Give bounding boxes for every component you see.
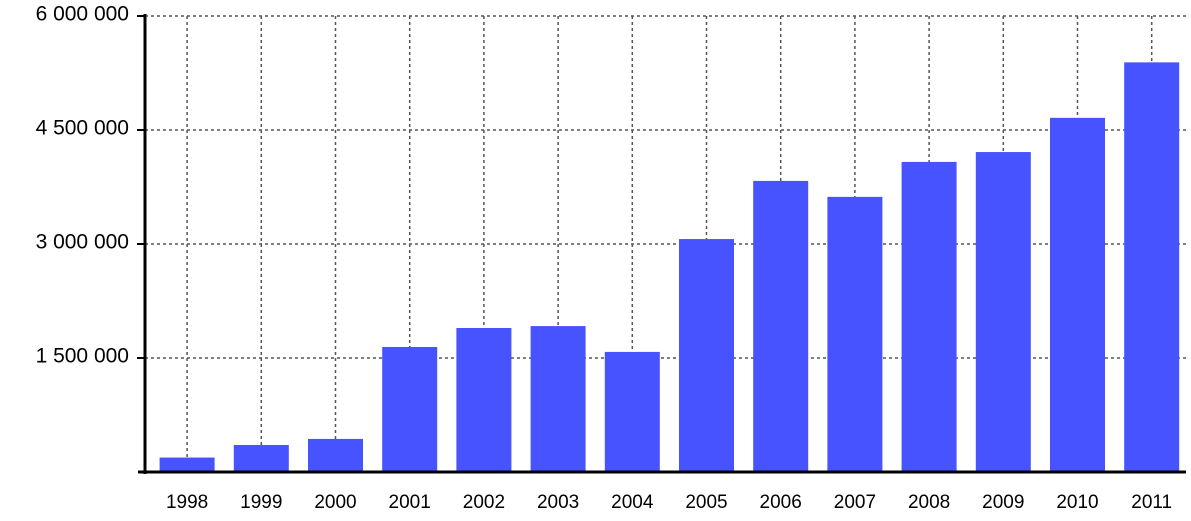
bar — [308, 438, 363, 472]
x-tick-label: 2007 — [834, 492, 876, 513]
x-tick-label: 2011 — [1131, 492, 1172, 513]
x-tick-label: 2005 — [685, 492, 727, 513]
bar — [530, 326, 586, 472]
y-tick-label: 4 500 000 — [36, 117, 129, 140]
bar — [753, 180, 809, 473]
y-tick-label: 1 500 000 — [36, 345, 129, 368]
x-tick-label: 1998 — [166, 492, 208, 513]
bar — [233, 445, 289, 472]
bar — [604, 351, 660, 472]
bar — [1124, 62, 1180, 473]
x-tick-label: 1999 — [240, 492, 282, 513]
x-tick-label: 2004 — [611, 492, 654, 513]
bar — [456, 327, 512, 472]
bar — [1050, 117, 1105, 472]
x-tick-label: 2003 — [537, 492, 579, 513]
x-tick-label: 2002 — [463, 492, 505, 513]
bar — [382, 346, 438, 472]
bar — [901, 161, 957, 473]
bar — [827, 196, 883, 472]
bar — [975, 152, 1031, 473]
x-tick-label: 2008 — [908, 492, 950, 513]
bar — [159, 457, 215, 472]
y-tick-label: 6 000 000 — [36, 3, 129, 26]
y-tick-label: 3 000 000 — [36, 231, 129, 254]
bar — [679, 239, 734, 472]
x-tick-label: 2006 — [760, 492, 802, 513]
x-tick-label: 2001 — [389, 492, 431, 513]
x-tick-label: 2010 — [1056, 492, 1098, 513]
x-tick-label: 2009 — [982, 492, 1024, 513]
x-tick-label: 2000 — [314, 492, 356, 513]
